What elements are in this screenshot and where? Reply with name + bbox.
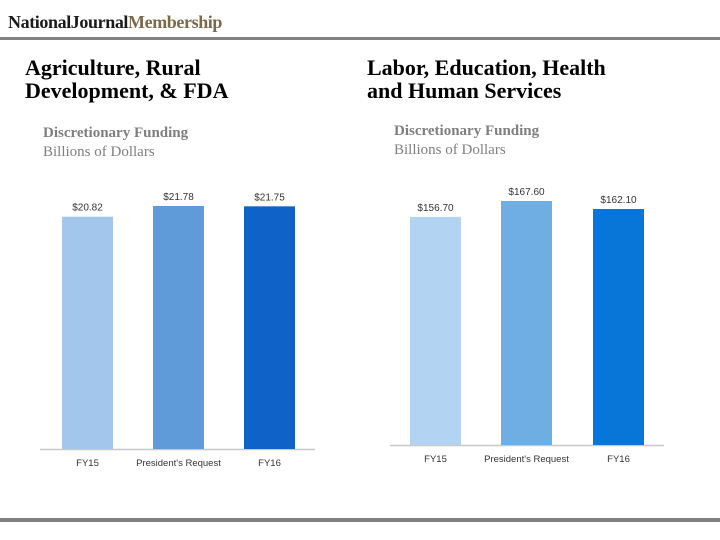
chart-subtitle-labor: Discretionary Funding Billions of Dollar… (394, 122, 539, 160)
x-tick-label: President's Request (136, 458, 221, 469)
top-divider (0, 37, 720, 40)
x-tick-label: FY16 (607, 454, 630, 465)
bar (410, 216, 461, 445)
bar (153, 206, 204, 449)
chart-title-line1: Agriculture, Rural (25, 55, 201, 80)
data-label: $162.10 (600, 195, 637, 206)
data-label: $20.82 (72, 203, 103, 214)
data-label: $167.60 (508, 187, 545, 198)
chart-subtitle-agriculture: Discretionary Funding Billions of Dollar… (43, 124, 188, 162)
x-tick-label: FY16 (258, 458, 281, 469)
chart-title-line2: Development, & FDA (25, 78, 229, 103)
x-tick-label: President's Request (484, 454, 569, 465)
bar (62, 216, 113, 449)
x-tick-label: FY15 (424, 454, 447, 465)
chart-title-agriculture: Agriculture, Rural Development, & FDA (25, 56, 228, 102)
subtitle-funding: Discretionary Funding (394, 123, 540, 139)
data-label: $21.78 (163, 192, 194, 203)
bottom-divider (0, 518, 720, 522)
chart-title-line2: and Human Services (367, 78, 562, 103)
brand-logo: NationalJournalMembership (8, 12, 222, 33)
bar (501, 201, 552, 445)
brand-name-part1: NationalJournal (8, 12, 129, 32)
chart-title-labor: Labor, Education, Health and Human Servi… (367, 56, 606, 102)
subtitle-units: Billions of Dollars (43, 144, 155, 160)
chart-title-line1: Labor, Education, Health (367, 55, 606, 80)
bar (593, 209, 644, 445)
bar (244, 206, 295, 449)
x-tick-label: FY15 (76, 458, 99, 469)
data-label: $21.75 (254, 192, 285, 203)
brand-name-part2: Membership (128, 12, 223, 32)
subtitle-funding: Discretionary Funding (43, 125, 189, 141)
subtitle-units: Billions of Dollars (394, 142, 506, 158)
data-label: $156.70 (417, 203, 454, 214)
